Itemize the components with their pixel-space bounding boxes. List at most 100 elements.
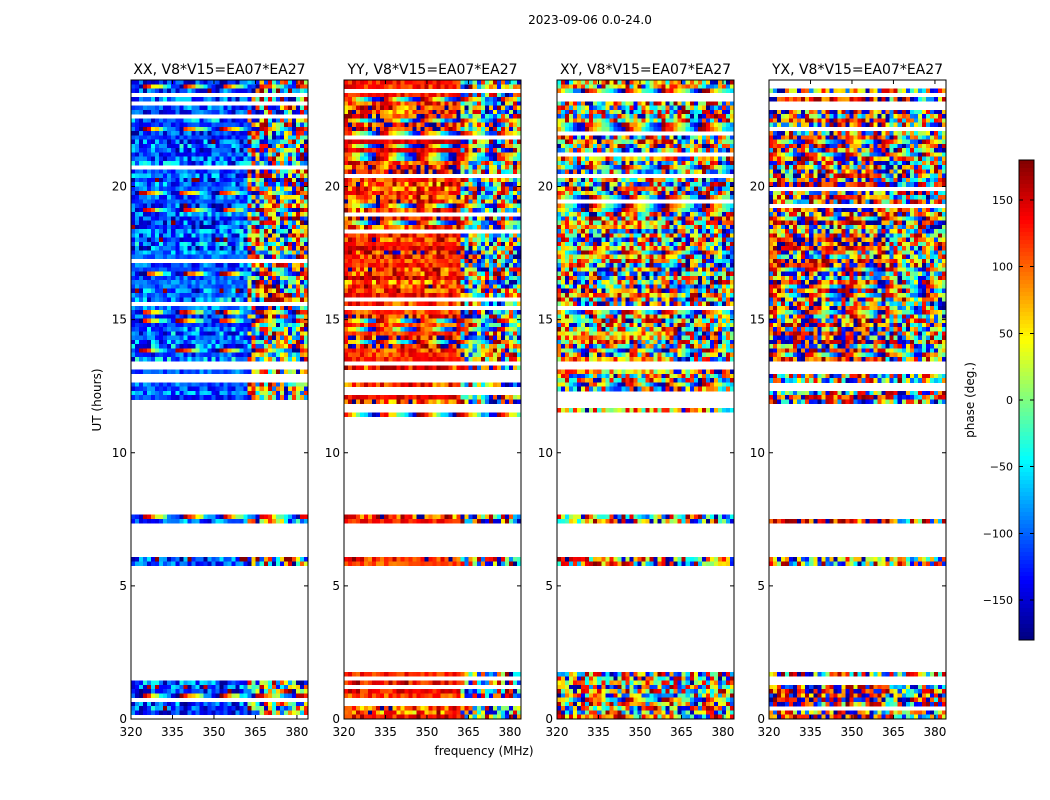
heatmap-cell [464, 254, 470, 260]
heatmap-cell [484, 186, 490, 192]
heatmap-cell [504, 80, 510, 85]
heatmap-cell [195, 344, 200, 349]
heatmap-cell [183, 348, 188, 353]
heatmap-cell [143, 369, 148, 375]
heatmap-cell [283, 293, 289, 298]
heatmap-cell [267, 310, 273, 315]
heatmap-cell [183, 701, 188, 707]
heatmap-cell [191, 233, 196, 238]
heatmap-cell [203, 105, 208, 111]
heatmap-cell [139, 327, 144, 332]
heatmap-cell [147, 369, 152, 375]
heatmap-cell [223, 689, 228, 694]
heatmap-cell [231, 233, 236, 238]
heatmap-cell [143, 284, 148, 290]
heatmap-cell [255, 518, 261, 524]
heatmap-cell [504, 195, 510, 200]
heatmap-cell [484, 203, 490, 209]
heatmap-cell [448, 84, 454, 89]
heatmap-cell [388, 246, 393, 251]
heatmap-cell [143, 97, 148, 102]
heatmap-cell [344, 80, 349, 85]
heatmap-cell [207, 237, 212, 243]
heatmap-cell [283, 352, 289, 358]
heatmap-cell [267, 339, 273, 345]
heatmap-cell [207, 557, 212, 562]
heatmap-cell [448, 190, 454, 196]
heatmap-cell [291, 118, 297, 123]
heatmap-cell [147, 280, 152, 285]
heatmap-cell [175, 271, 180, 277]
heatmap-cell [259, 710, 265, 716]
heatmap-cell [223, 318, 228, 324]
heatmap-cell [271, 344, 277, 349]
heatmap-cell [231, 518, 236, 524]
heatmap-cell [207, 348, 212, 353]
heatmap-cell [352, 92, 357, 98]
heatmap-cell [207, 335, 212, 341]
heatmap-cell [424, 177, 429, 183]
heatmap-cell [456, 165, 462, 170]
heatmap-cell [215, 327, 220, 332]
heatmap-cell [303, 339, 309, 345]
heatmap-cell [368, 131, 373, 136]
heatmap-cell [448, 118, 454, 123]
heatmap-cell [247, 118, 253, 123]
x-tick-label: 365 [244, 725, 267, 739]
heatmap-cell [504, 190, 510, 196]
heatmap-cell [179, 280, 184, 285]
heatmap-cell [263, 148, 269, 153]
heatmap-cell [167, 143, 172, 149]
heatmap-cell [195, 706, 200, 711]
heatmap-cell [143, 335, 148, 341]
heatmap-cell [432, 101, 437, 106]
heatmap-cell [352, 233, 357, 238]
heatmap-cell [167, 148, 172, 153]
heatmap-cell [267, 331, 273, 336]
heatmap-cell [299, 224, 305, 230]
heatmap-cell [203, 297, 208, 302]
heatmap-cell [175, 237, 180, 243]
heatmap-cell [263, 135, 269, 140]
heatmap-cell [227, 395, 232, 400]
heatmap-cell [203, 356, 208, 362]
heatmap-cell [279, 139, 285, 145]
heatmap-cell [344, 220, 349, 226]
heatmap-cell [183, 280, 188, 285]
heatmap-cell [135, 135, 140, 140]
heatmap-cell [155, 680, 160, 686]
heatmap-cell [500, 199, 506, 204]
heatmap-cell [368, 97, 373, 102]
heatmap-cell [404, 224, 409, 230]
heatmap-cell [400, 199, 405, 204]
heatmap-cell [179, 327, 184, 332]
heatmap-cell [195, 109, 200, 115]
heatmap-cell [171, 233, 176, 238]
heatmap-cell [275, 318, 281, 324]
heatmap-cell [207, 199, 212, 204]
heatmap-cell [492, 80, 498, 85]
heatmap-cell [219, 557, 224, 562]
heatmap-cell [199, 216, 204, 221]
heatmap-cell [436, 126, 441, 132]
heatmap-cell [484, 80, 490, 85]
heatmap-cell [235, 322, 241, 328]
heatmap-cell [203, 352, 208, 358]
heatmap-cell [163, 318, 168, 324]
heatmap-cell [428, 241, 433, 247]
heatmap-cell [299, 118, 305, 123]
heatmap-cell [259, 126, 265, 132]
heatmap-cell [151, 271, 156, 277]
heatmap-cell [131, 706, 136, 711]
heatmap-cell [195, 139, 200, 145]
heatmap-cell [508, 139, 514, 145]
heatmap-cell [412, 156, 417, 162]
heatmap-cell [179, 386, 184, 392]
heatmap-cell [179, 126, 184, 132]
heatmap-cell [412, 165, 417, 170]
heatmap-cell [151, 293, 156, 298]
heatmap-cell [223, 105, 228, 111]
heatmap-cell [263, 126, 269, 132]
heatmap-cell [207, 318, 212, 324]
heatmap-cell [183, 212, 188, 217]
